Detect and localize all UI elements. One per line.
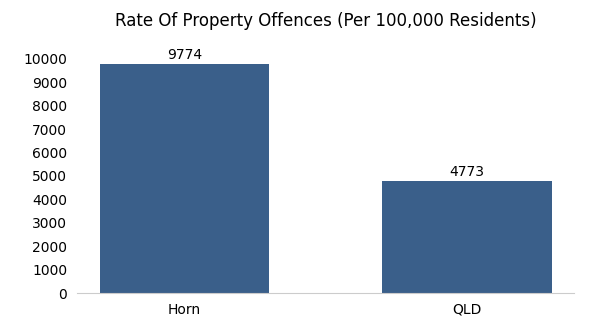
Bar xyxy=(382,181,552,293)
Text: 4773: 4773 xyxy=(449,165,484,179)
Bar xyxy=(99,64,269,293)
Text: 9774: 9774 xyxy=(167,48,202,62)
Title: Rate Of Property Offences (Per 100,000 Residents): Rate Of Property Offences (Per 100,000 R… xyxy=(115,12,536,30)
